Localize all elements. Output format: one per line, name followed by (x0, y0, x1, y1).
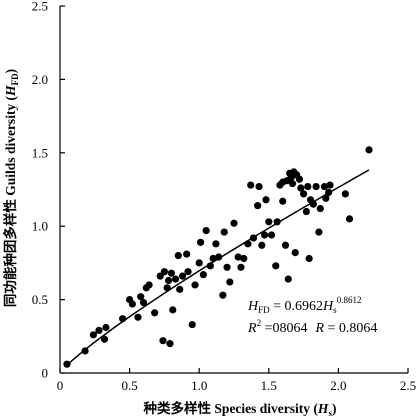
y-tick-label: 2.0 (32, 72, 48, 87)
data-point (261, 231, 269, 239)
data-point (288, 180, 297, 188)
data-point (287, 174, 295, 182)
data-point (195, 259, 203, 267)
data-point (230, 219, 238, 227)
data-point (272, 262, 280, 270)
data-point (219, 291, 227, 299)
data-point (171, 275, 180, 283)
data-point (137, 293, 145, 301)
data-point (223, 263, 231, 271)
data-point (100, 335, 109, 343)
data-point (305, 254, 313, 263)
data-point (341, 190, 349, 198)
data-point (199, 271, 207, 279)
x-tick-label: 2.5 (400, 378, 416, 393)
data-point (279, 197, 287, 205)
y-tick-label: 1.5 (32, 145, 48, 160)
data-point (134, 313, 142, 321)
data-point (139, 298, 148, 307)
data-point (128, 300, 136, 308)
data-point (145, 281, 153, 289)
data-point (220, 228, 228, 236)
data-point (176, 285, 184, 293)
y-axis-ticks: 0 0.5 1.0 1.5 2.0 2.5 (32, 0, 65, 381)
data-point (326, 181, 334, 189)
data-point (304, 182, 312, 191)
regression-equation: HFD = 0.6962Hs0.8612 R2 =08064 R = 0.8064 (247, 295, 377, 336)
data-point (167, 269, 175, 277)
data-point (262, 196, 270, 204)
data-point (174, 251, 182, 260)
data-point (315, 228, 323, 236)
data-point (160, 268, 168, 276)
data-point (345, 215, 354, 223)
data-point (191, 281, 199, 289)
data-point (365, 146, 373, 154)
x-tick-label: 0 (57, 378, 64, 393)
data-point (297, 184, 305, 192)
data-point (254, 202, 262, 210)
data-point (267, 231, 276, 239)
x-tick-label: 2.0 (330, 378, 346, 393)
data-point (316, 204, 324, 213)
y-tick-label: 1.0 (32, 219, 48, 234)
data-point (295, 175, 304, 183)
x-axis-ticks: 0 0.5 1.0 1.5 2.0 2.5 (57, 368, 416, 393)
data-point (188, 320, 196, 329)
data-point (95, 326, 103, 335)
data-point (281, 241, 290, 249)
data-point (312, 182, 320, 191)
y-tick-label: 0 (42, 366, 49, 381)
data-point (234, 253, 242, 261)
data-point (184, 268, 192, 276)
x-tick-label: 1.0 (191, 378, 207, 393)
data-point (89, 331, 98, 339)
data-point (284, 275, 292, 283)
data-point (320, 182, 329, 191)
y-tick-label: 2.5 (32, 0, 48, 14)
data-point (300, 190, 308, 198)
data-point (291, 249, 299, 257)
fit-curve (66, 169, 370, 366)
y-axis-title: 同功能种团多样性 Guilds diversity (HFD) (2, 69, 20, 307)
data-point (322, 194, 330, 202)
data-point (183, 250, 191, 258)
data-point (169, 306, 177, 314)
data-point (63, 360, 71, 368)
data-point (258, 241, 266, 249)
data-point (151, 309, 159, 317)
data-point (178, 272, 187, 280)
data-point (166, 340, 174, 348)
r-squared-line: R2 =08064 R = 0.8064 (247, 318, 377, 336)
x-axis-title: 种类多样性 Species diversity (Hs) (143, 400, 337, 418)
data-point (265, 218, 273, 226)
data-point (212, 240, 220, 248)
data-point (226, 278, 234, 286)
data-point (196, 238, 205, 246)
data-point (159, 337, 167, 345)
data-point (164, 276, 173, 285)
data-point (202, 227, 210, 235)
data-point (255, 182, 263, 191)
x-tick-label: 1.5 (261, 378, 277, 393)
data-point (102, 323, 110, 332)
data-point (247, 181, 255, 189)
data-point (206, 262, 214, 270)
data-points (63, 146, 373, 368)
x-tick-label: 0.5 (121, 378, 137, 393)
data-point (237, 263, 245, 271)
equation-line: HFD = 0.6962Hs0.8612 (247, 295, 361, 315)
axes: 0 0.5 1.0 1.5 2.0 2.5 0 0.5 1.0 1.5 2.0 2.5 (32, 0, 416, 393)
data-point (240, 254, 248, 263)
data-point (302, 207, 310, 216)
y-tick-label: 0.5 (32, 292, 48, 307)
